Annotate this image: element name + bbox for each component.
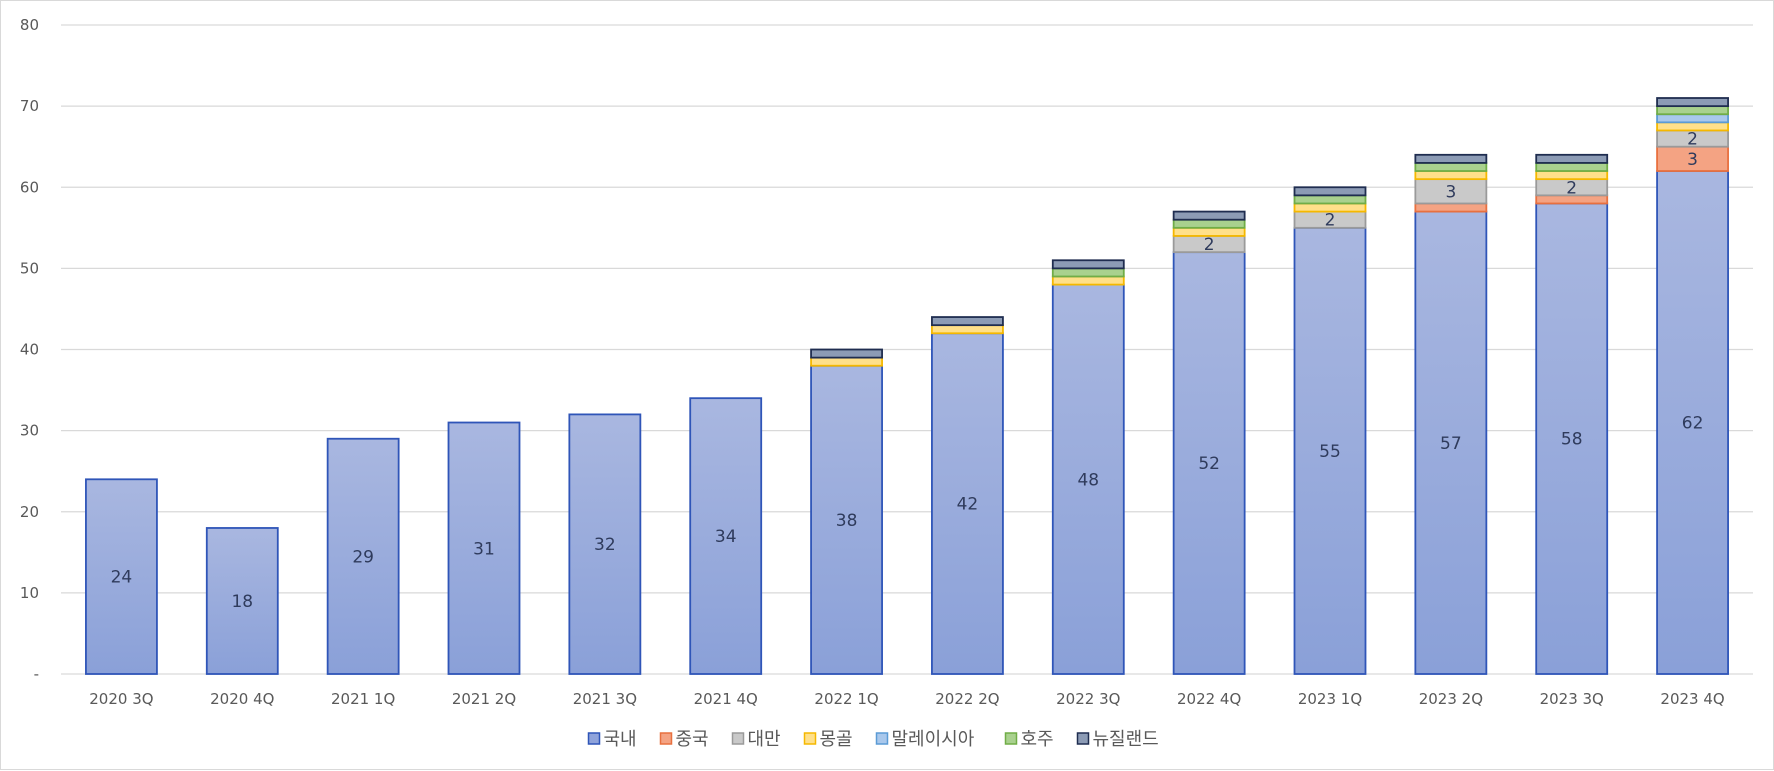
bar-segment-호주-2023 3Q — [1535, 162, 1609, 172]
x-tick-label: 2023 3Q — [1540, 690, 1604, 708]
data-label: 3 — [1445, 182, 1456, 202]
data-label: 2 — [1566, 178, 1577, 198]
x-tick-label: 2022 1Q — [814, 690, 878, 708]
y-tick-label: - — [34, 665, 39, 683]
bar-segment-호주-2023 4Q — [1656, 105, 1729, 116]
data-label: 55 — [1319, 442, 1341, 462]
bar-segment-뉴질랜드-2023 4Q — [1656, 97, 1729, 108]
bar-segment-국내-2020 4Q — [205, 527, 279, 675]
x-tick-label: 2023 1Q — [1298, 690, 1362, 708]
x-tick-label: 2022 3Q — [1056, 690, 1120, 708]
legend-label-말레이시아: 말레이시아 — [892, 729, 975, 750]
bar-segment-국내-2022 2Q — [931, 332, 1004, 675]
legend-label-대만: 대만 — [748, 729, 781, 750]
bar-segment-국내-2021 4Q — [689, 397, 763, 675]
bar-segment-뉴질랜드-2023 3Q — [1535, 153, 1609, 164]
x-tick-label: 2021 2Q — [452, 690, 516, 708]
legend-label-몽골: 몽골 — [820, 729, 853, 750]
legend-label-호주: 호주 — [1021, 729, 1054, 750]
legend-label-뉴질랜드: 뉴질랜드 — [1093, 729, 1159, 750]
bar-segment-국내-2023 1Q — [1293, 226, 1367, 675]
data-label: 52 — [1198, 454, 1220, 474]
x-tick-label: 2020 4Q — [210, 690, 274, 708]
bar-segment-국내-2022 4Q — [1172, 251, 1246, 675]
bar-segment-뉴질랜드-2023 1Q — [1293, 186, 1367, 197]
data-label: 3 — [1687, 150, 1698, 170]
bar-segment-뉴질랜드-2022 3Q — [1051, 259, 1125, 270]
legend: 국내 중국 대만 몽골 말레이시아 호주 뉴질랜드 — [587, 729, 1159, 750]
legend-swatch-국내 — [587, 732, 601, 745]
legend-swatch-몽골 — [803, 732, 817, 745]
bar-segment-국내-2023 4Q — [1656, 170, 1729, 675]
legend-label-국내: 국내 — [604, 729, 637, 750]
y-tick-label: 40 — [20, 341, 39, 359]
data-label: 18 — [231, 592, 253, 612]
x-axis-ticks: 2020 3Q 2020 4Q 2021 1Q 2021 2Q 2021 3Q 2021 … — [89, 690, 1724, 708]
data-label: 58 — [1561, 430, 1583, 450]
data-label: 2 — [1204, 235, 1215, 255]
y-tick-label: 60 — [20, 178, 39, 196]
bar-segment-호주-2022 3Q — [1051, 267, 1125, 278]
y-tick-label: 70 — [20, 97, 39, 115]
y-tick-label: 10 — [20, 584, 39, 602]
x-tick-label: 2021 1Q — [331, 690, 395, 708]
bar-segment-몽골-2023 2Q — [1414, 170, 1488, 181]
bars — [85, 97, 1729, 675]
bar-segment-국내-2023 2Q — [1414, 210, 1488, 675]
bar-segment-말레이시아-2023 4Q — [1656, 113, 1729, 124]
bar-segment-뉴질랜드-2022 4Q — [1172, 210, 1246, 221]
data-label: 29 — [352, 547, 374, 567]
bar-segment-뉴질랜드-2022 2Q — [931, 316, 1004, 327]
x-tick-label: 2021 3Q — [573, 690, 637, 708]
legend-swatch-대만 — [731, 732, 745, 745]
data-label: 2 — [1687, 130, 1698, 150]
bar-segment-뉴질랜드-2022 1Q — [810, 348, 883, 359]
bar-segment-대만-2023 2Q — [1414, 178, 1488, 205]
data-label: 38 — [836, 511, 858, 531]
legend-swatch-중국 — [659, 732, 673, 745]
bar-segment-호주-2023 2Q — [1414, 162, 1488, 172]
bar-segment-국내-2023 3Q — [1535, 202, 1609, 675]
y-tick-label: 20 — [20, 503, 39, 521]
bar-segment-국내-2022 3Q — [1051, 283, 1125, 675]
data-label: 32 — [594, 535, 616, 555]
x-tick-label: 2023 2Q — [1419, 690, 1483, 708]
data-label: 42 — [957, 495, 979, 515]
bar-segment-중국-2023 2Q — [1414, 202, 1488, 213]
x-tick-label: 2022 2Q — [935, 690, 999, 708]
bar-segment-몽골-2022 1Q — [810, 356, 883, 367]
gridlines — [61, 24, 1753, 675]
bar-segment-국내-2021 1Q — [326, 437, 400, 675]
bar-segment-국내-2020 3Q — [85, 478, 158, 675]
bar-segment-몽골-2022 3Q — [1051, 275, 1125, 286]
data-label: 2 — [1325, 211, 1336, 231]
legend-label-중국: 중국 — [676, 729, 709, 750]
data-label: 24 — [111, 568, 133, 588]
y-tick-label: 80 — [20, 16, 39, 34]
data-label: 48 — [1077, 470, 1099, 490]
data-label: 34 — [715, 527, 737, 547]
legend-swatch-뉴질랜드 — [1076, 732, 1090, 745]
bar-segment-호주-2022 4Q — [1172, 218, 1246, 229]
data-label: 31 — [473, 539, 495, 559]
x-tick-label: 2020 3Q — [89, 690, 153, 708]
data-label: 57 — [1440, 434, 1462, 454]
bar-segment-국내-2021 2Q — [447, 421, 521, 675]
legend-swatch-호주 — [1004, 732, 1018, 745]
x-tick-label: 2021 4Q — [694, 690, 758, 708]
data-label: 62 — [1682, 414, 1704, 434]
bar-segment-몽골-2022 2Q — [931, 324, 1004, 335]
bar-segment-호주-2023 1Q — [1293, 194, 1367, 205]
y-tick-label: 50 — [20, 259, 39, 277]
legend-swatch-말레이시아 — [875, 732, 889, 745]
y-tick-label: 30 — [20, 422, 39, 440]
y-axis-ticks: - 10 20 30 40 50 60 70 80 — [20, 16, 39, 683]
x-tick-label: 2023 4Q — [1660, 690, 1724, 708]
x-tick-label: 2022 4Q — [1177, 690, 1241, 708]
bar-segment-국내-2021 3Q — [568, 413, 642, 675]
bar-segment-뉴질랜드-2023 2Q — [1414, 153, 1488, 164]
